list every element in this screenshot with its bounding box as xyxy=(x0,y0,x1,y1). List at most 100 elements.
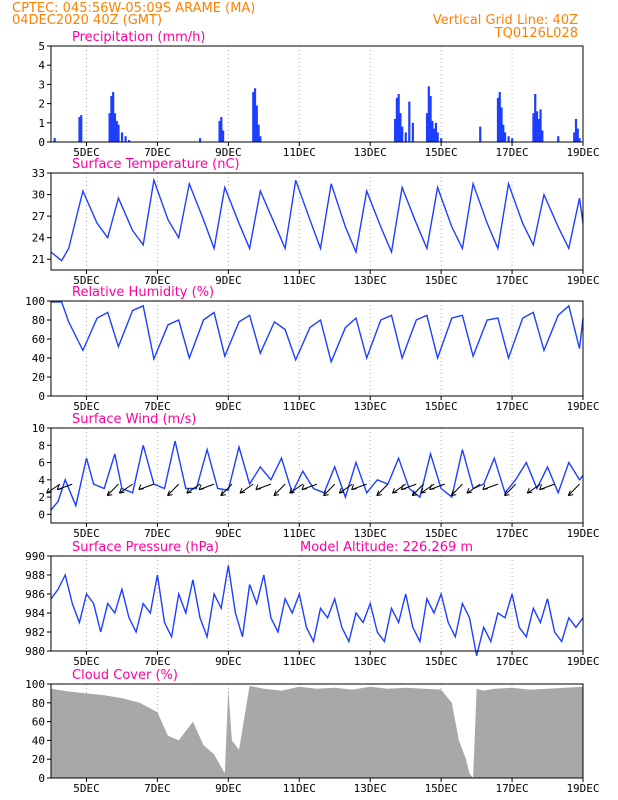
cloud-frame xyxy=(50,683,584,779)
temp-xtick-label: 17DEC xyxy=(496,274,529,287)
wind-vector-head xyxy=(119,491,125,494)
wind-vector-head xyxy=(273,490,277,496)
precip-bar xyxy=(198,138,202,142)
wind-vector xyxy=(239,483,254,494)
precip-bar xyxy=(113,113,117,142)
wind-vector-head xyxy=(420,487,424,494)
wind-vector-head xyxy=(255,488,261,491)
wind-ytick-label: 6 xyxy=(38,457,45,470)
wind-vector-head xyxy=(401,488,407,491)
precip-bar xyxy=(496,97,500,142)
wind-vector-head xyxy=(411,490,415,496)
temp-xtick-label: 15DEC xyxy=(425,274,458,287)
wind-vector-head xyxy=(186,487,190,494)
rh-ytick-label: 100 xyxy=(25,295,45,308)
wind-vector-head xyxy=(527,491,533,494)
precip-bar xyxy=(532,113,535,142)
wind-vector-head xyxy=(46,487,50,494)
rh-title: Relative Humidity (%) xyxy=(72,285,214,300)
rh-xtick-label: 9DEC xyxy=(215,400,242,413)
wind-vector-head xyxy=(482,488,488,491)
wind-vector xyxy=(56,483,73,491)
wind-vector-shaft xyxy=(504,483,516,496)
wind-vector-head xyxy=(186,491,192,494)
precip-bar xyxy=(511,138,514,142)
rh-frame xyxy=(50,300,584,397)
wind-vector-head xyxy=(450,490,454,496)
cloud-xtick-label: 9DEC xyxy=(215,782,242,795)
precip-bar xyxy=(411,122,414,142)
precip-bar xyxy=(429,95,432,142)
panel-wind: Surface Wind (m/s) 0 2 4 6 8 10 5DEC 7DEC 9DEC 11D… xyxy=(32,412,600,540)
wind-ytick-label: 10 xyxy=(32,422,45,435)
wind-xtick-label: 13DEC xyxy=(354,527,387,540)
precip-bar xyxy=(222,130,225,142)
pres-title: Surface Pressure (hPa) xyxy=(72,540,219,555)
wind-vector-shaft xyxy=(167,483,180,496)
wind-vector-head xyxy=(539,488,545,491)
wind-vector xyxy=(391,483,406,494)
precip-bar xyxy=(573,132,576,142)
precip-bar xyxy=(537,118,540,142)
precip-xtick-label: 9DEC xyxy=(215,146,242,159)
panel-pres: Surface Pressure (hPa) Model Altitude: 22… xyxy=(25,540,599,668)
precip-bar xyxy=(255,105,258,142)
cloud-ytick-label: 60 xyxy=(32,716,45,729)
precip-bar xyxy=(539,109,542,142)
cloud-ytick-label: 20 xyxy=(32,753,45,766)
precip-bar xyxy=(502,124,505,142)
wind-vector xyxy=(526,483,541,494)
wind-vector xyxy=(301,483,318,491)
wind-frame xyxy=(50,427,584,524)
wind-vector-head xyxy=(220,494,226,497)
rh-line xyxy=(51,301,584,365)
wind-vector-head xyxy=(199,488,205,491)
wind-vector-shaft xyxy=(526,483,541,494)
rh-ytick-label: 40 xyxy=(32,352,45,365)
wind-vector xyxy=(567,483,580,497)
precip-bar xyxy=(434,122,438,142)
wind-vector-head xyxy=(289,491,295,494)
wind-vector-head xyxy=(420,491,426,494)
wind-xtick-label: 7DEC xyxy=(144,527,171,540)
wind-vector xyxy=(466,483,481,494)
wind-vector-head xyxy=(167,490,170,496)
wind-vector-head xyxy=(323,490,327,496)
wind-xtick-label: 19DEC xyxy=(566,527,599,540)
wind-vector-head xyxy=(138,484,142,490)
wind-vector-head xyxy=(220,490,224,496)
wind-vector xyxy=(411,483,424,497)
wind-vector-head xyxy=(567,490,571,496)
wind-vector-head xyxy=(301,484,305,490)
wind-xtick-label: 9DEC xyxy=(215,527,242,540)
precip-bar xyxy=(578,138,581,142)
wind-vector-head xyxy=(255,484,259,490)
cloud-area xyxy=(51,685,583,778)
wind-vector-shaft xyxy=(411,483,424,496)
cloud-xtick-label: 13DEC xyxy=(354,782,387,795)
panel-temp: Surface Temperature (nC) 21 24 27 30 33 5DEC 7D… xyxy=(32,157,600,287)
precip-bar xyxy=(431,120,434,142)
wind-vector-head xyxy=(504,494,510,497)
cloud-xtick-label: 17DEC xyxy=(496,782,529,795)
wind-vector-shaft xyxy=(119,483,133,494)
wind-vector-head xyxy=(106,490,110,496)
precip-ytick-label: 0 xyxy=(38,136,45,149)
precip-bar xyxy=(576,128,579,142)
precip-bar xyxy=(440,138,443,142)
header-source: CPTEC: 045:56W-05:09S ARAME (MA) xyxy=(12,1,255,16)
precip-bar xyxy=(433,128,436,142)
wind-vector xyxy=(106,483,119,497)
wind-vector-shaft xyxy=(392,483,406,494)
temp-line xyxy=(50,177,584,262)
wind-vector-head xyxy=(198,484,202,490)
wind-vector xyxy=(504,483,516,497)
wind-vector xyxy=(220,483,233,497)
precip-bar xyxy=(498,92,501,142)
wind-vector-shaft xyxy=(289,483,304,494)
wind-xtick-label: 15DEC xyxy=(425,527,458,540)
temp-xtick-label: 9DEC xyxy=(215,274,242,287)
wind-vector-shaft xyxy=(323,483,336,496)
precip-bar xyxy=(252,92,255,142)
wind-vector-head xyxy=(482,484,486,490)
